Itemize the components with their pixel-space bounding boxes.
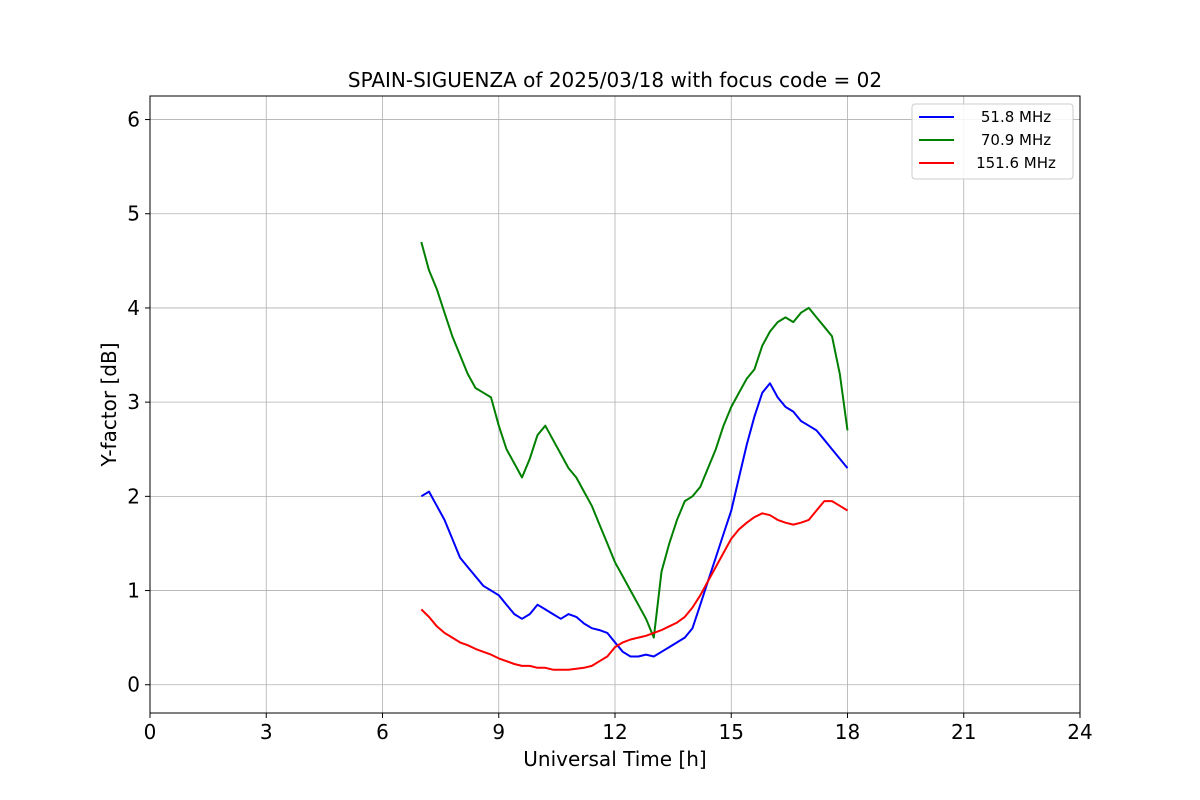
y-tick-label: 3 [127,390,140,414]
series-line-1 [420,241,849,639]
y-tick-label: 6 [127,108,140,132]
x-tick-label: 18 [835,720,860,744]
x-tick-label: 6 [376,720,389,744]
x-tick-label: 12 [602,720,627,744]
legend-label-1: 70.9 MHz [981,131,1051,149]
chart-title: SPAIN-SIGUENZA of 2025/03/18 with focus … [348,68,882,92]
x-axis-label: Universal Time [h] [523,747,706,771]
legend-label-0: 51.8 MHz [981,108,1051,126]
series-layer [420,241,849,671]
x-tick-label: 15 [719,720,744,744]
y-tick-label: 5 [127,202,140,226]
x-tick-label: 21 [951,720,976,744]
legend-box [911,103,1074,180]
y-tick-label: 1 [127,579,140,603]
x-tick-label: 9 [492,720,505,744]
x-tick-label: 3 [260,720,273,744]
y-axis-ticks: 0 1 2 3 4 5 6 [127,108,150,697]
legend: 51.8 MHz 70.9 MHz 151.6 MHz [911,103,1074,180]
x-tick-label: 0 [144,720,157,744]
grid-lines [149,96,1081,713]
y-tick-label: 4 [127,296,140,320]
x-axis-ticks: 0 3 6 9 12 15 18 21 24 [144,713,1093,744]
y-axis-label: Y-factor [dB] [97,342,121,467]
y-tick-label: 2 [127,484,140,508]
series-line-2 [420,500,849,671]
y-tick-label: 0 [127,673,140,697]
series-line-0 [420,382,849,658]
x-tick-label: 24 [1067,720,1092,744]
legend-label-2: 151.6 MHz [976,154,1056,172]
